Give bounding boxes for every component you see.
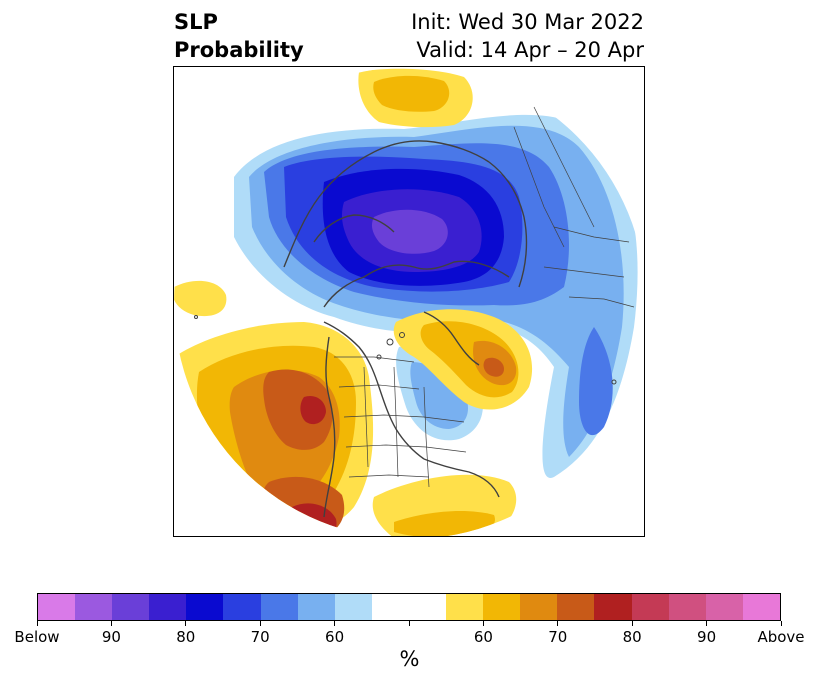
colorbar-tick — [780, 621, 782, 626]
colorbar-tick — [557, 621, 559, 626]
colorbar-tick-label: 70 — [250, 628, 270, 646]
colorbar-segment — [223, 594, 261, 620]
chart-title-right: Init: Wed 30 Mar 2022 Valid: 14 Apr – 20… — [411, 8, 644, 64]
valid-range: Valid: 14 Apr – 20 Apr — [416, 38, 644, 62]
contour-gold-southeast — [394, 511, 495, 536]
colorbar-tick-labels: Below 90 80 70 60 60 70 80 90 Above — [0, 628, 819, 648]
colorbar — [37, 593, 781, 621]
colorbar-segment — [557, 594, 595, 620]
colorbar-segment — [668, 594, 706, 620]
colorbar-segment — [75, 594, 113, 620]
colorbar-tick-label: 60 — [325, 628, 345, 646]
map-panel — [173, 66, 645, 537]
title-line-2: Probability — [174, 38, 304, 62]
colorbar-segment — [371, 594, 409, 620]
colorbar-segment — [260, 594, 298, 620]
contour-blue-eastern-lobe — [579, 327, 613, 436]
chart-title-left: SLP Probability — [174, 8, 304, 64]
contour-purple-center — [371, 209, 448, 254]
colorbar-tick — [482, 621, 484, 626]
coastlines — [283, 140, 528, 518]
colorbar-segment — [520, 594, 558, 620]
colorbar-tick — [334, 621, 336, 626]
init-date: Init: Wed 30 Mar 2022 — [411, 10, 644, 34]
colorbar-tick-label: Above — [757, 628, 805, 646]
colorbar-tick-label: 80 — [176, 628, 196, 646]
colorbar-tick-label: 80 — [622, 628, 642, 646]
colorbar-segment — [297, 594, 335, 620]
colorbar-segment — [631, 594, 669, 620]
colorbar-segment — [742, 594, 780, 620]
colorbar-tick-label: 70 — [548, 628, 568, 646]
colorbar-segment — [705, 594, 743, 620]
colorbar-segment — [38, 594, 76, 620]
colorbar-tick — [185, 621, 187, 626]
contour-gold-arctic-ocean — [373, 75, 450, 112]
contour-red-pacific — [300, 395, 326, 425]
colorbar-unit-label: % — [399, 647, 420, 671]
contour-yellow-northwest-atlantic — [174, 280, 227, 316]
colorbar-tick — [110, 621, 112, 626]
colorbar-tick — [706, 621, 708, 626]
political-borders — [334, 106, 635, 488]
colorbar-segment — [594, 594, 632, 620]
colorbar-ticks — [36, 621, 782, 629]
colorbar-segment — [446, 594, 484, 620]
colorbar-tick — [36, 621, 38, 626]
title-line-1: SLP — [174, 10, 218, 34]
colorbar-tick — [408, 621, 410, 626]
colorbar-segment — [112, 594, 150, 620]
colorbar-tick — [259, 621, 261, 626]
colorbar-segment — [334, 594, 372, 620]
colorbar-segment — [149, 594, 187, 620]
colorbar-segment — [186, 594, 224, 620]
colorbar-tick-label: Below — [14, 628, 60, 646]
colorbar-tick-label: 60 — [473, 628, 493, 646]
colorbar-tick — [631, 621, 633, 626]
contour-rust-atlantic — [483, 357, 504, 377]
colorbar-segment — [408, 594, 447, 620]
colorbar-tick-label: 90 — [697, 628, 717, 646]
probability-map — [174, 67, 644, 536]
colorbar-segment — [483, 594, 521, 620]
contour-rust-pacific — [263, 369, 333, 450]
colorbar-tick-label: 90 — [101, 628, 121, 646]
